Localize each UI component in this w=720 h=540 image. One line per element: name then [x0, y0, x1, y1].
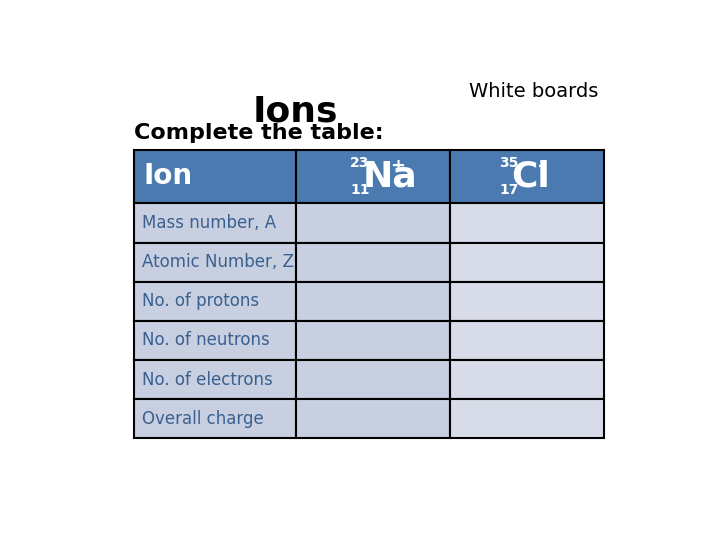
Text: No. of neutrons: No. of neutrons	[142, 332, 269, 349]
Bar	[134, 150, 296, 204]
Text: 11: 11	[350, 183, 369, 197]
Bar	[296, 150, 450, 204]
Bar	[450, 321, 604, 360]
Text: -: -	[538, 157, 545, 174]
Bar	[296, 204, 450, 242]
Bar	[450, 399, 604, 438]
Bar	[296, 242, 450, 282]
Bar	[134, 242, 296, 282]
Bar	[134, 321, 296, 360]
Bar	[450, 204, 604, 242]
Text: Overall charge: Overall charge	[142, 410, 264, 428]
Bar	[450, 360, 604, 399]
Text: White boards: White boards	[469, 82, 598, 102]
Text: 17: 17	[499, 183, 518, 197]
Text: No. of electrons: No. of electrons	[142, 370, 273, 389]
Bar	[296, 360, 450, 399]
Text: Na: Na	[362, 159, 417, 193]
Bar	[296, 399, 450, 438]
Bar	[296, 321, 450, 360]
Bar	[134, 360, 296, 399]
Text: 35: 35	[499, 156, 518, 170]
Bar	[450, 242, 604, 282]
Text: Complete the table:: Complete the table:	[134, 123, 384, 143]
Text: Ion: Ion	[143, 163, 192, 191]
Bar	[450, 282, 604, 321]
Text: Atomic Number, Z: Atomic Number, Z	[142, 253, 294, 271]
Text: No. of protons: No. of protons	[142, 292, 259, 310]
Text: Ions: Ions	[253, 94, 338, 128]
Bar	[134, 204, 296, 242]
Bar	[450, 150, 604, 204]
Text: Cl: Cl	[512, 159, 550, 193]
Text: 23: 23	[350, 156, 369, 170]
Bar	[134, 282, 296, 321]
Bar	[296, 282, 450, 321]
Text: Mass number, A: Mass number, A	[142, 214, 276, 232]
Bar	[134, 399, 296, 438]
Text: +: +	[390, 157, 405, 174]
